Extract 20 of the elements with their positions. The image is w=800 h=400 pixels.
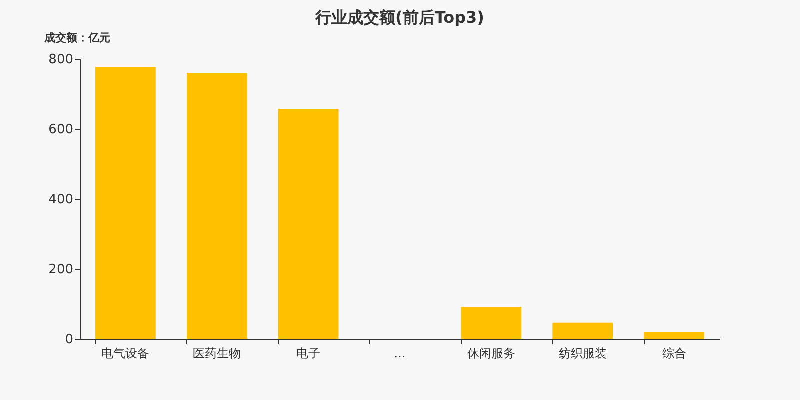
y-tick-label: 800 [48, 52, 74, 68]
y-tick-label: 600 [48, 122, 74, 138]
y-tick-label: 400 [48, 192, 74, 208]
y-axis-title: 成交额：亿元 [44, 32, 110, 44]
bar [461, 307, 522, 339]
bar [278, 109, 339, 339]
bar [552, 322, 614, 339]
x-tick-label: 纺织服装 [558, 346, 607, 360]
bar [644, 332, 704, 339]
chart-title: 行业成交额(前后Top3) [314, 8, 484, 27]
x-tick-label: 电气设备 [102, 346, 150, 360]
x-tick-label: 医药生物 [193, 346, 242, 360]
y-tick-label: 0 [65, 332, 74, 348]
bar [186, 73, 248, 339]
x-tick-label: ... [394, 346, 406, 360]
bar [96, 67, 156, 339]
x-tick-label: 综合 [662, 346, 686, 360]
x-tick-label: 休闲服务 [467, 346, 516, 360]
x-tick-label: 电子 [296, 346, 321, 360]
y-tick-label: 200 [48, 262, 74, 278]
